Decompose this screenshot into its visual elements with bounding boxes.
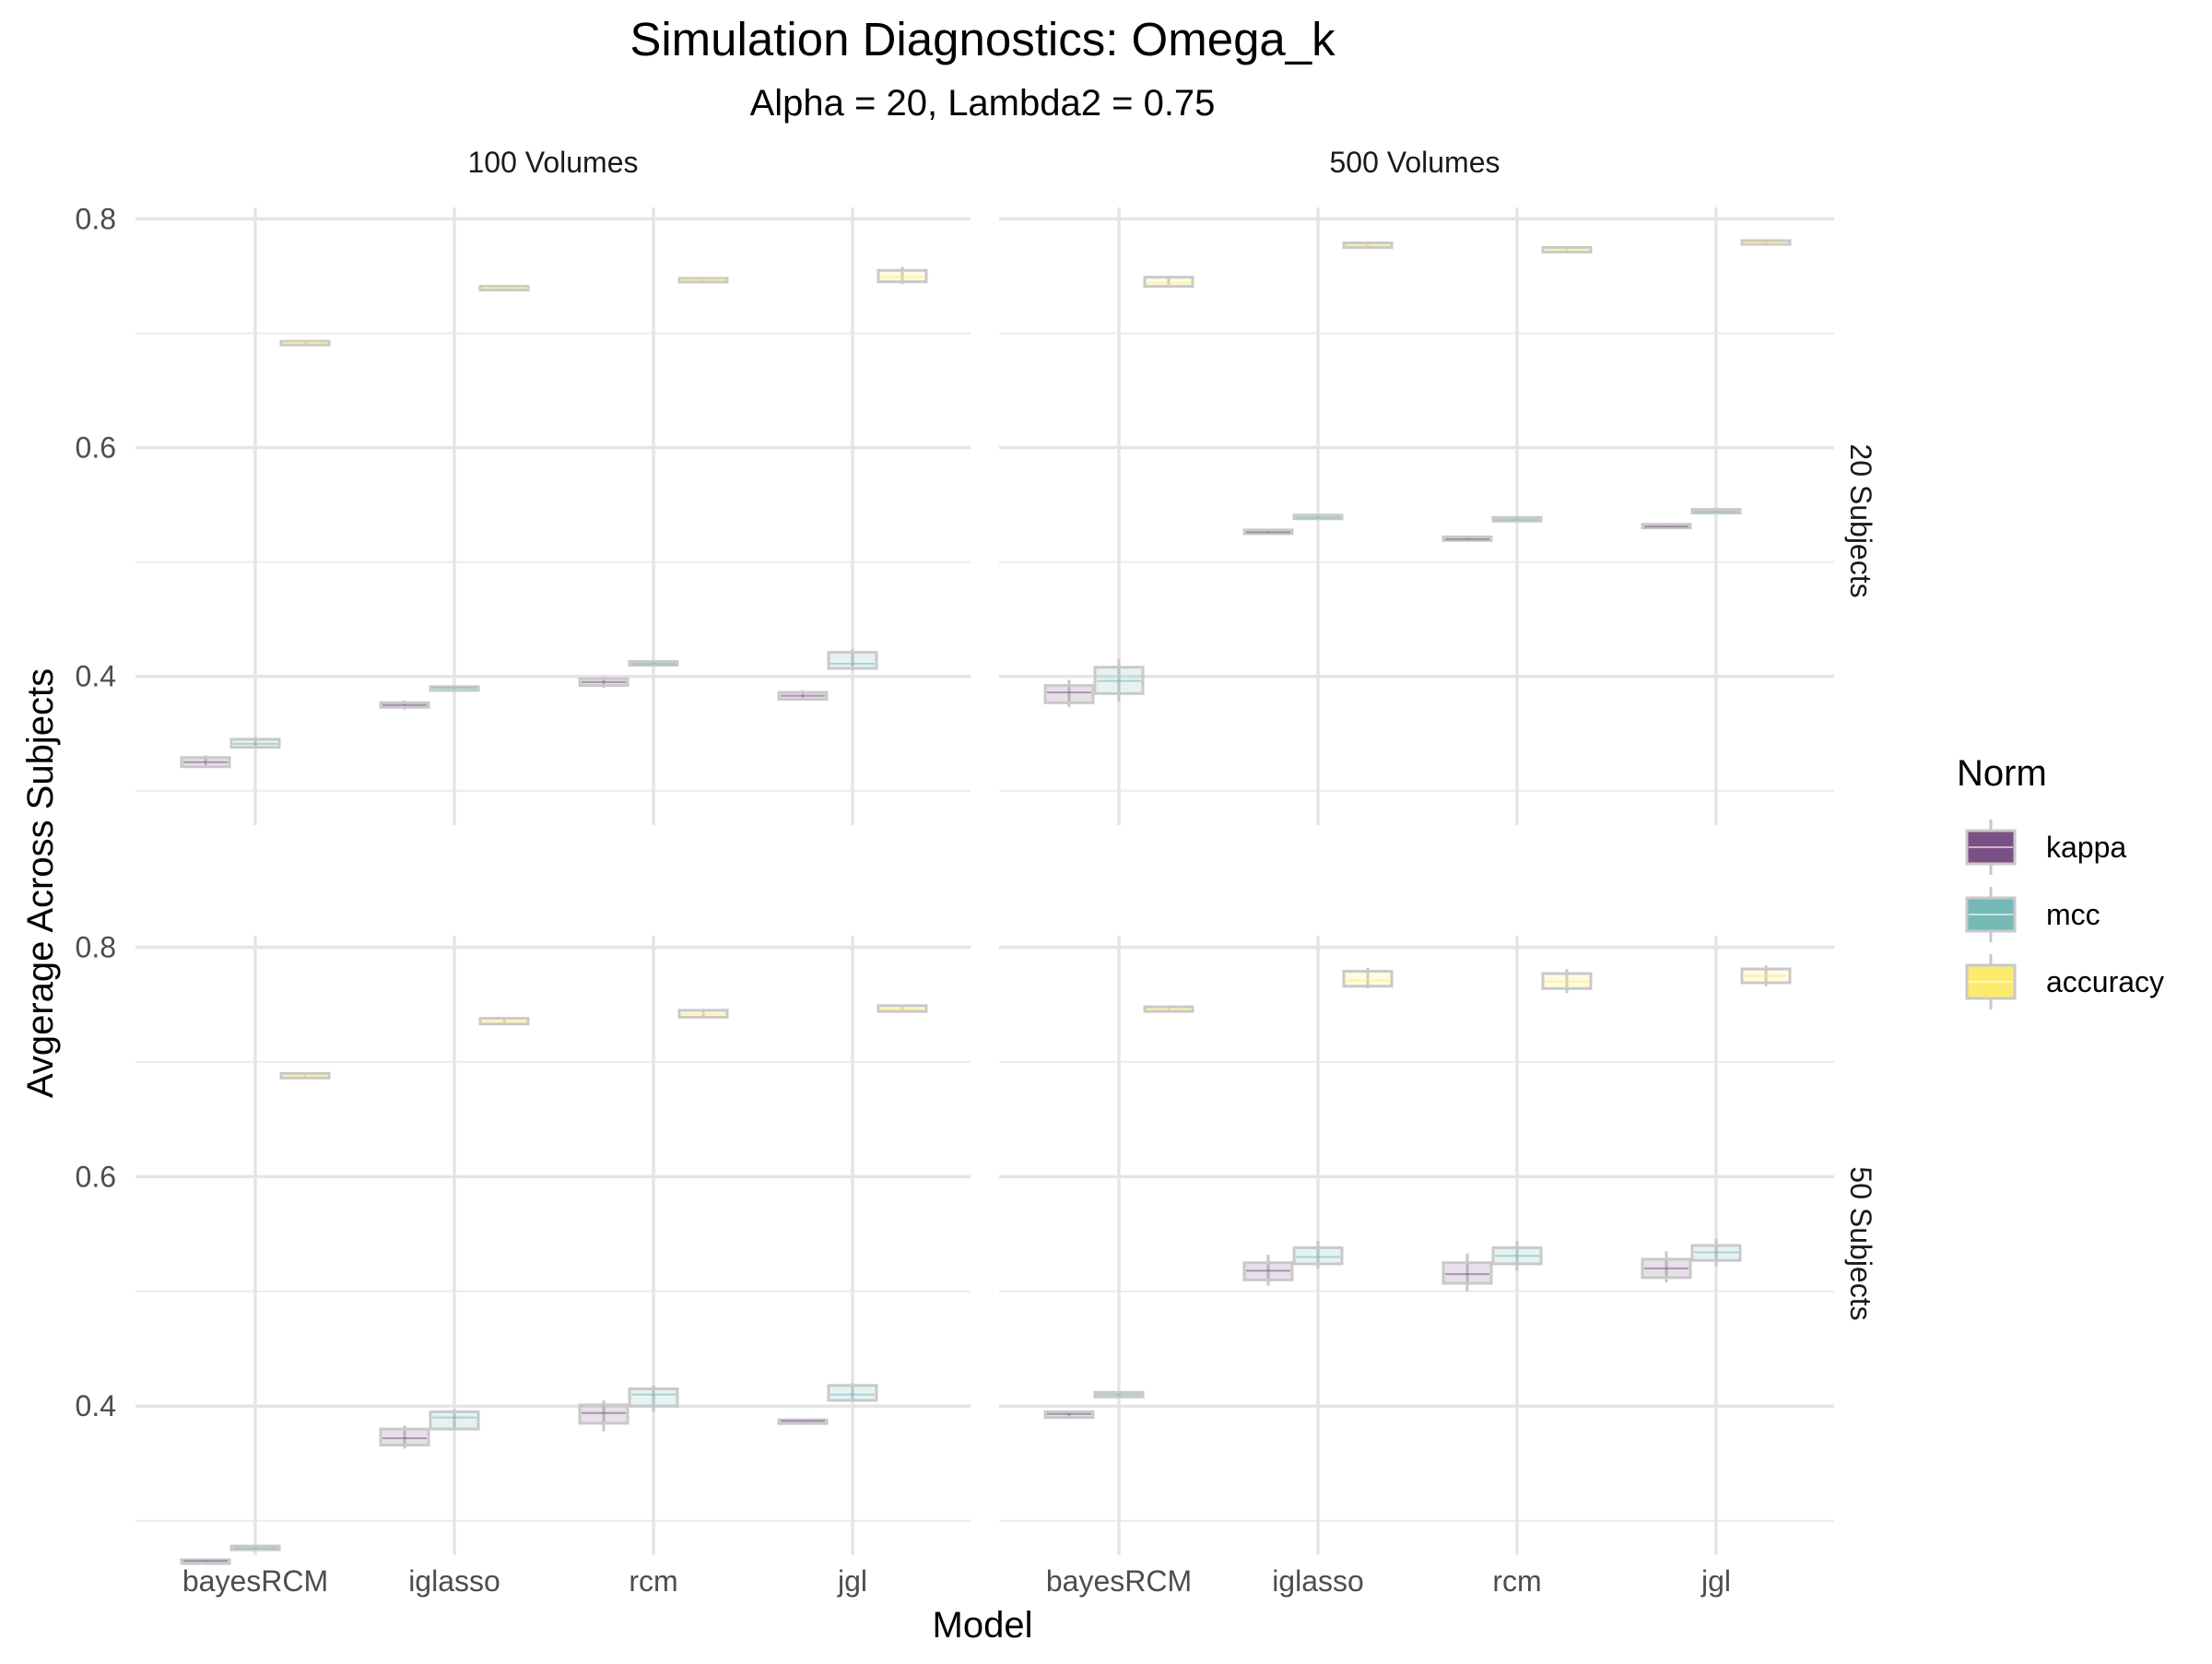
box-mcc-rcm xyxy=(628,660,679,667)
box-kappa-bayesrcm xyxy=(180,1558,231,1565)
box-kappa-iglasso xyxy=(1242,528,1294,536)
box-accuracy-rcm xyxy=(1541,245,1593,254)
x-axis-title: Model xyxy=(933,1605,1033,1646)
box-body xyxy=(827,1384,878,1402)
box-body xyxy=(379,1427,430,1447)
y-tick-label: 0.8 xyxy=(76,930,116,963)
box-accuracy-bayesrcm xyxy=(1143,1005,1194,1013)
box-body xyxy=(1143,276,1194,289)
panel-100-volumes-50-subjects xyxy=(135,936,971,1565)
box-mcc-bayesrcm xyxy=(1093,1390,1145,1398)
panels xyxy=(135,207,1834,1565)
box-body xyxy=(429,1410,480,1431)
box-kappa-bayesrcm xyxy=(1043,1410,1095,1420)
y-axis-title: Avgerage Across Subjects xyxy=(20,668,61,1098)
box-kappa-jgl xyxy=(1641,523,1692,530)
box-kappa-iglasso xyxy=(1242,1254,1294,1286)
strip-label-100-volumes: 100 Volumes xyxy=(467,146,638,179)
box-mcc-rcm xyxy=(628,1385,679,1412)
box-mcc-bayesrcm xyxy=(229,1544,281,1552)
box-body xyxy=(1342,970,1394,988)
box-accuracy-rcm xyxy=(1541,969,1593,994)
box-mcc-iglasso xyxy=(1292,513,1344,521)
box-kappa-iglasso xyxy=(379,700,430,710)
box-accuracy-rcm xyxy=(677,1009,729,1019)
y-tick-label: 0.6 xyxy=(76,431,116,465)
box-mcc-jgl xyxy=(1690,508,1742,515)
box-accuracy-jgl xyxy=(877,266,928,285)
box-kappa-rcm xyxy=(578,1400,629,1432)
panel-500-volumes-50-subjects xyxy=(999,936,1834,1555)
box-accuracy-rcm xyxy=(677,277,729,284)
box-accuracy-iglasso xyxy=(1342,241,1394,249)
y-tick-label: 0.6 xyxy=(76,1160,116,1193)
legend: Norm kappa mcc accuracy xyxy=(1957,753,2164,1009)
box-accuracy-iglasso xyxy=(478,285,530,292)
legend-item-accuracy: accuracy xyxy=(1965,954,2164,1009)
box-body xyxy=(628,1387,679,1408)
box-body xyxy=(1441,1261,1493,1285)
box-body xyxy=(877,268,928,284)
legend-label-mcc: mcc xyxy=(2046,898,2100,931)
chart-title: Simulation Diagnostics: Omega_k xyxy=(629,13,1335,65)
legend-label-accuracy: accuracy xyxy=(2046,965,2164,998)
box-body xyxy=(827,651,878,670)
box-kappa-jgl xyxy=(777,690,829,702)
box-mcc-iglasso xyxy=(429,685,480,692)
box-accuracy-jgl xyxy=(1740,965,1792,986)
box-kappa-rcm xyxy=(1441,535,1493,542)
x-tick-label-bayesrcm: bayesRCM xyxy=(1046,1564,1192,1598)
box-body xyxy=(1043,684,1095,704)
legend-label-kappa: kappa xyxy=(2046,831,2126,864)
box-kappa-rcm xyxy=(1441,1253,1493,1292)
x-tick-label-iglasso: iglasso xyxy=(408,1564,500,1598)
y-tick-label: 0.4 xyxy=(76,660,116,693)
box-mcc-jgl xyxy=(827,648,878,671)
x-tick-label-jgl: jgl xyxy=(1700,1564,1731,1598)
box-mcc-iglasso xyxy=(429,1409,480,1431)
strip-label-50-subjects: 50 Subjects xyxy=(1844,1166,1877,1320)
box-mcc-iglasso xyxy=(1292,1241,1344,1269)
box-accuracy-iglasso xyxy=(1342,967,1394,989)
box-kappa-rcm xyxy=(578,676,629,689)
strip-label-500-volumes: 500 Volumes xyxy=(1329,146,1500,179)
x-tick-label-iglasso: iglasso xyxy=(1272,1564,1364,1598)
x-tick-label-rcm: rcm xyxy=(1492,1564,1541,1598)
legend-item-kappa: kappa xyxy=(1965,820,2126,875)
box-mcc-rcm xyxy=(1491,515,1543,523)
box-body xyxy=(578,1403,629,1425)
box-accuracy-jgl xyxy=(877,1004,928,1013)
box-mcc-bayesrcm xyxy=(229,737,281,749)
box-mcc-rcm xyxy=(1491,1241,1543,1271)
box-accuracy-bayesrcm xyxy=(1143,276,1194,289)
panel-100-volumes-20-subjects xyxy=(135,207,971,825)
legend-item-mcc: mcc xyxy=(1965,887,2100,942)
legend-title: Norm xyxy=(1957,753,2047,794)
box-kappa-bayesrcm xyxy=(180,755,231,769)
panel-500-volumes-20-subjects xyxy=(999,207,1834,825)
box-accuracy-jgl xyxy=(1740,239,1792,246)
box-mcc-jgl xyxy=(1690,1238,1742,1267)
x-tick-labels: bayesRCM iglasso rcm jgl bayesRCM iglasso rcm j… xyxy=(182,1564,1731,1598)
box-body xyxy=(1292,1245,1344,1266)
x-tick-label-bayesrcm: bayesRCM xyxy=(182,1564,328,1598)
box-accuracy-iglasso xyxy=(478,1017,530,1026)
y-tick-label: 0.4 xyxy=(76,1389,116,1422)
x-tick-label-jgl: jgl xyxy=(837,1564,867,1598)
strip-label-20-subjects: 20 Subjects xyxy=(1844,443,1877,597)
box-kappa-bayesrcm xyxy=(1043,679,1095,708)
box-accuracy-bayesrcm xyxy=(279,339,331,347)
x-tick-label-rcm: rcm xyxy=(629,1564,677,1598)
box-accuracy-bayesrcm xyxy=(279,1071,331,1080)
box-mcc-bayesrcm xyxy=(1093,659,1145,702)
box-kappa-iglasso xyxy=(379,1425,430,1449)
box-kappa-jgl xyxy=(1641,1251,1692,1282)
y-tick-labels: 0.4 0.6 0.8 0.4 0.6 0.8 xyxy=(76,202,116,1422)
y-tick-label: 0.8 xyxy=(76,202,116,235)
chart-subtitle: Alpha = 20, Lambda2 = 0.75 xyxy=(750,83,1216,124)
box-kappa-jgl xyxy=(777,1418,829,1425)
box-mcc-jgl xyxy=(827,1383,878,1402)
